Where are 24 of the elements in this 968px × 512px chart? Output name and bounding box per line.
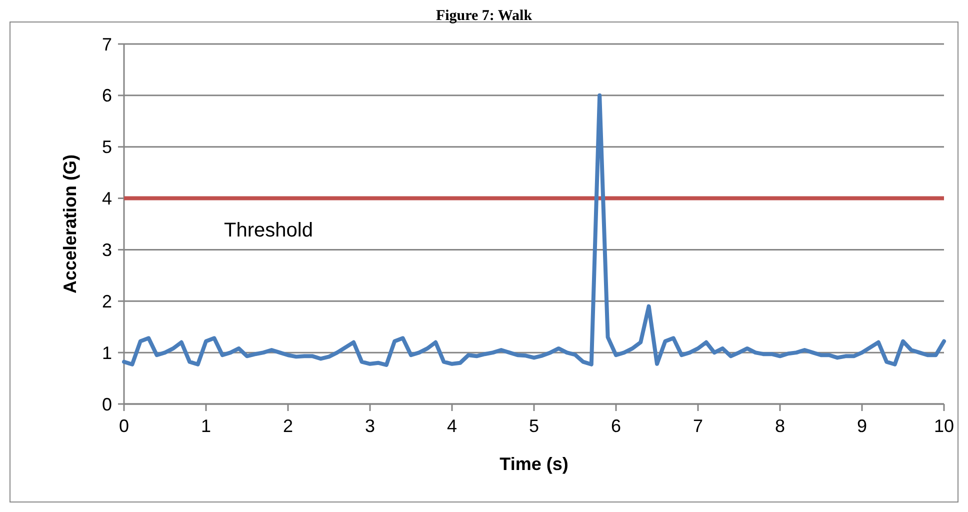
chart-title: Figure 7: Walk bbox=[436, 8, 533, 24]
y-tick-label: 2 bbox=[102, 291, 112, 312]
x-tick-label: 2 bbox=[282, 416, 294, 436]
x-tick-label: 3 bbox=[364, 416, 376, 436]
x-tick-label: 7 bbox=[692, 416, 704, 436]
x-tick-label: 4 bbox=[446, 416, 458, 436]
x-tick-label: 10 bbox=[934, 416, 954, 436]
y-axis-title: Acceleration (G) bbox=[60, 154, 80, 294]
x-tick-label: 9 bbox=[856, 416, 868, 436]
x-tick-label: 0 bbox=[118, 416, 130, 436]
y-tick-label: 0 bbox=[102, 394, 112, 414]
x-tick-label: 5 bbox=[528, 416, 540, 436]
y-tick-label: 7 bbox=[102, 34, 112, 54]
x-tick-label: 1 bbox=[200, 416, 212, 436]
y-tick-label: 1 bbox=[102, 342, 112, 363]
line-series bbox=[122, 93, 946, 367]
y-tick-label: 5 bbox=[102, 137, 112, 158]
x-tick-label: 8 bbox=[774, 416, 786, 436]
y-tick-label: 4 bbox=[102, 188, 112, 209]
y-tick-label: 3 bbox=[102, 240, 112, 260]
x-tick-label: 6 bbox=[610, 416, 622, 436]
x-axis-title: Time (s) bbox=[500, 454, 568, 474]
ref-line-label: Threshold bbox=[224, 219, 313, 242]
y-tick-label: 6 bbox=[102, 86, 112, 106]
